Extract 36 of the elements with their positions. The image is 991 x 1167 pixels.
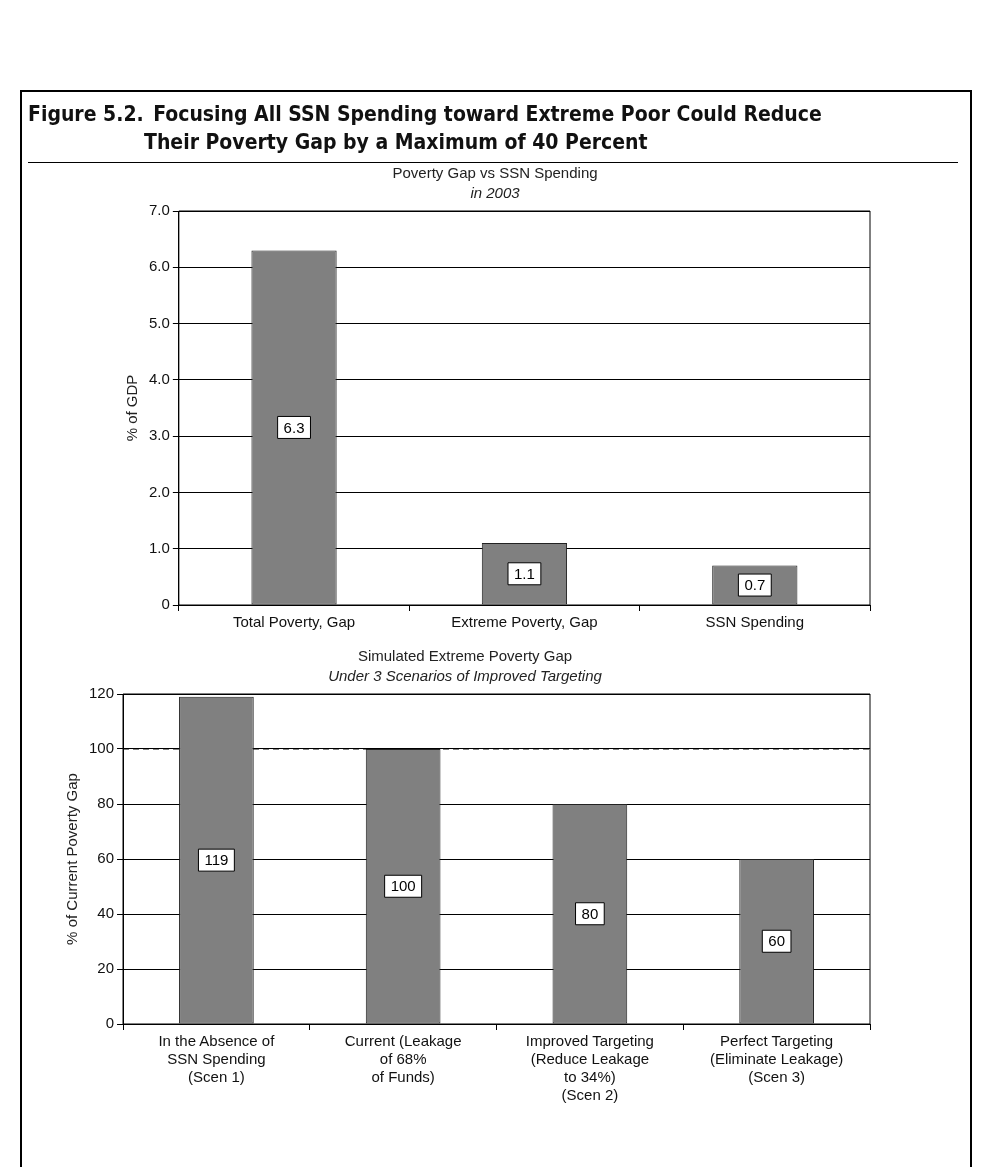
chart-title: Poverty Gap vs SSN Spending [392, 164, 598, 182]
x-tick-label: In the Absence of SSN Spending (Scen 1) [158, 1032, 276, 1086]
y-tick-label: 5.0 [148, 313, 170, 331]
y-tick-label: 1.0 [148, 538, 170, 556]
data-label: 0.7 [744, 576, 766, 594]
chart-subtitle: Under 3 Scenarios of Improved Targeting [328, 667, 603, 685]
chart-subtitle: in 2003 [470, 184, 521, 202]
y-tick-label: 40 [97, 904, 115, 922]
x-tick-label: Extreme Poverty, Gap [451, 613, 598, 631]
x-tick-label: Current (Leakage of 68% of Funds) [344, 1032, 462, 1086]
y-tick-label: 20 [97, 959, 115, 977]
y-tick-label: 120 [89, 684, 115, 702]
x-tick-label: SSN Spending [705, 613, 805, 631]
data-label: 119 [204, 851, 229, 869]
y-tick-label: 6.0 [148, 257, 170, 275]
data-label: 60 [768, 932, 785, 950]
x-tick-label: Improved Targeting (Reduce Leakage to 34%) (Scen 2) [525, 1032, 654, 1104]
y-tick-label: 60 [97, 849, 115, 867]
x-tick-label: Total Poverty, Gap [232, 613, 356, 631]
y-tick-label: 100 [89, 739, 115, 757]
y-axis-title: % of Current Poverty Gap [63, 773, 81, 945]
y-tick-label: 80 [97, 794, 115, 812]
y-tick-label: 0 [105, 1014, 115, 1032]
y-tick-label: 3.0 [148, 426, 170, 444]
data-label: 6.3 [283, 418, 305, 436]
chart-title: Simulated Extreme Poverty Gap [357, 647, 573, 665]
y-tick-label: 4.0 [148, 370, 170, 387]
x-tick-label: Perfect Targeting (Eliminate Leakage) (Scen 3) [709, 1032, 844, 1086]
y-tick-label: 7.0 [148, 201, 170, 219]
y-axis-title: % of GDP [123, 374, 141, 442]
y-tick-label: 0 [161, 595, 170, 613]
data-label: 1.1 [514, 564, 535, 582]
y-tick-label: 2.0 [148, 482, 170, 500]
caption: Figure 5.2. Focusing All SSN Spending toward Extreme Poor Could Reduce Their Poverty Gap by a Maximum of 40 Percent [28, 101, 823, 156]
data-label: 80 [581, 904, 599, 922]
data-label: 100 [390, 877, 416, 895]
